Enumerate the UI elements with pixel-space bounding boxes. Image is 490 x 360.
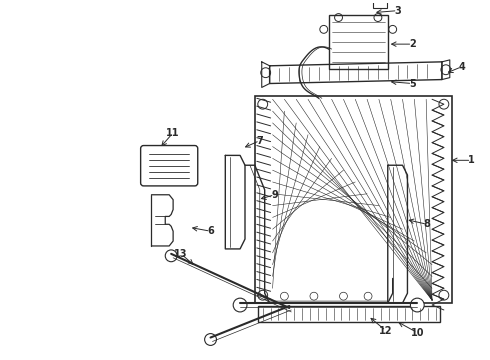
- Text: 9: 9: [271, 190, 278, 200]
- Bar: [329, 15, 388, 69]
- Circle shape: [233, 298, 247, 312]
- Bar: [258, 306, 440, 322]
- Text: 12: 12: [379, 326, 392, 336]
- Text: 6: 6: [207, 226, 214, 236]
- Text: 10: 10: [411, 328, 424, 338]
- Text: 13: 13: [174, 249, 188, 259]
- Text: 11: 11: [167, 128, 180, 138]
- Text: 5: 5: [409, 78, 416, 89]
- Bar: [373, 0, 387, 8]
- Text: 1: 1: [468, 155, 475, 165]
- Circle shape: [411, 298, 424, 312]
- Text: 2: 2: [409, 39, 416, 49]
- Text: 4: 4: [458, 62, 465, 72]
- Text: 8: 8: [424, 219, 431, 229]
- Text: 7: 7: [256, 136, 263, 145]
- Bar: [255, 96, 452, 303]
- Text: 3: 3: [394, 6, 401, 15]
